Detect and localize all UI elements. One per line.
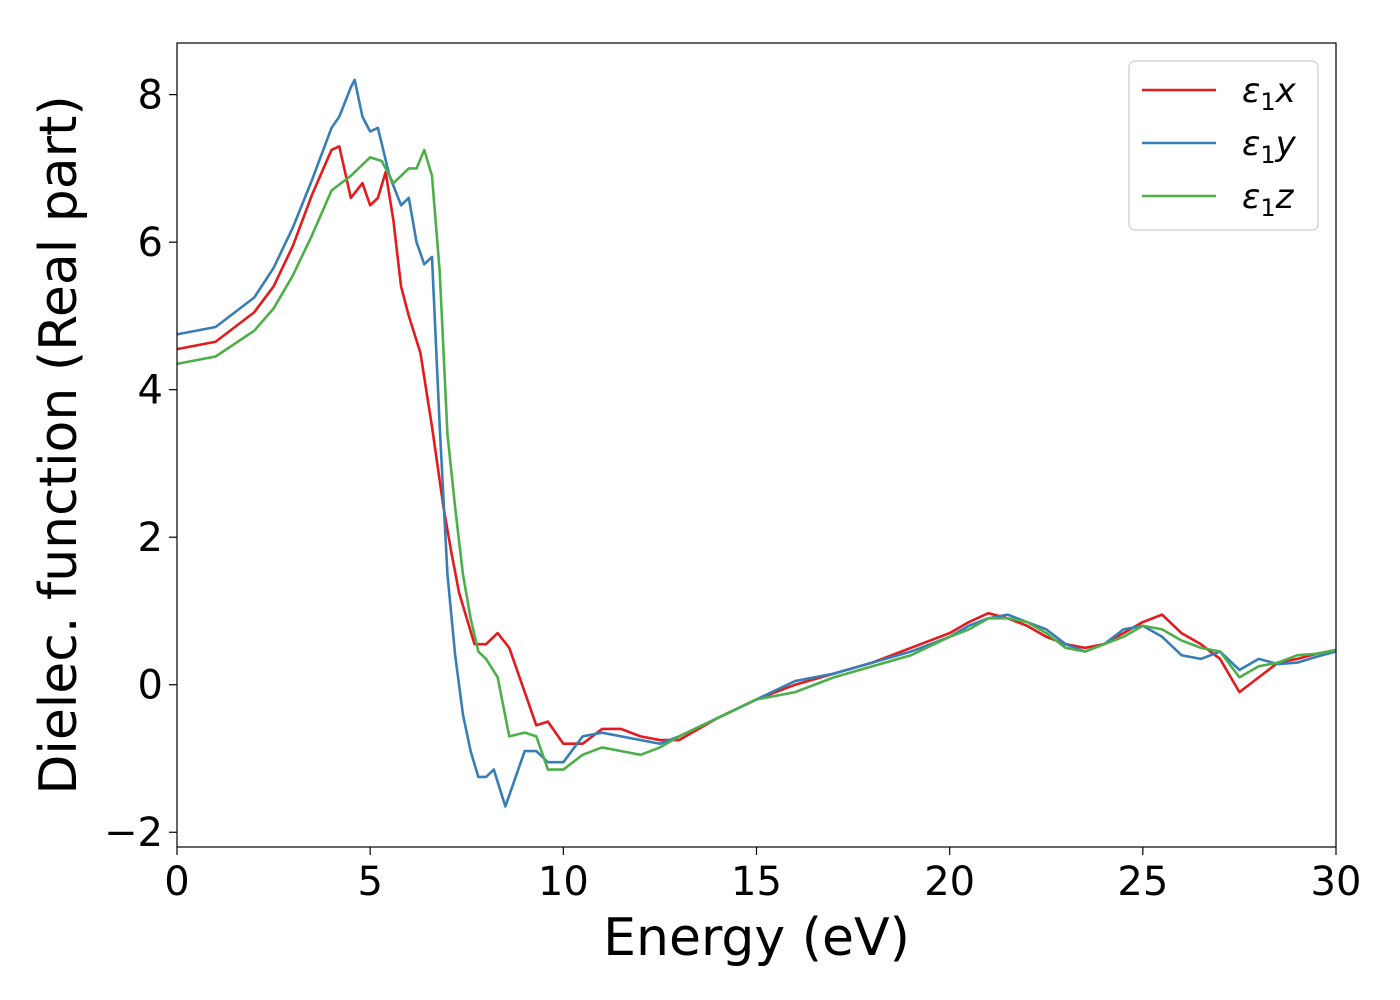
y-tick-label: 0	[138, 663, 163, 709]
legend: ε1x ε1y ε1z	[1128, 60, 1319, 231]
x-tick-label: 5	[357, 859, 382, 905]
series-line-z	[176, 148, 1337, 771]
x-tick-label: 10	[538, 859, 589, 905]
y-tick-label: −2	[104, 810, 163, 856]
x-tick-label: 15	[731, 859, 782, 905]
legend-label-x: ε1x	[1242, 71, 1297, 116]
y-tick-label: 4	[138, 368, 163, 414]
y-tick-label: 8	[138, 73, 163, 119]
x-axis-title: Energy (eV)	[603, 908, 910, 968]
series-line-x	[176, 144, 1337, 746]
x-tick-label: 0	[164, 859, 189, 905]
x-tick-label: 30	[1311, 859, 1362, 905]
series-layer	[176, 78, 1337, 808]
y-tick-label: 6	[138, 220, 163, 266]
y-axis: −2 0 2 4 6 8	[104, 73, 177, 856]
x-tick-label: 20	[924, 859, 975, 905]
series-line-y	[176, 78, 1337, 808]
y-tick-label: 2	[138, 515, 163, 561]
y-axis-title: Dielec. function (Real part)	[29, 95, 89, 794]
x-tick-label: 25	[1117, 859, 1168, 905]
legend-box	[1128, 60, 1319, 231]
legend-label-z: ε1z	[1242, 177, 1295, 222]
legend-label-y: ε1y	[1242, 124, 1297, 169]
x-axis: 0 5 10 15 20 25 30	[164, 847, 1361, 905]
